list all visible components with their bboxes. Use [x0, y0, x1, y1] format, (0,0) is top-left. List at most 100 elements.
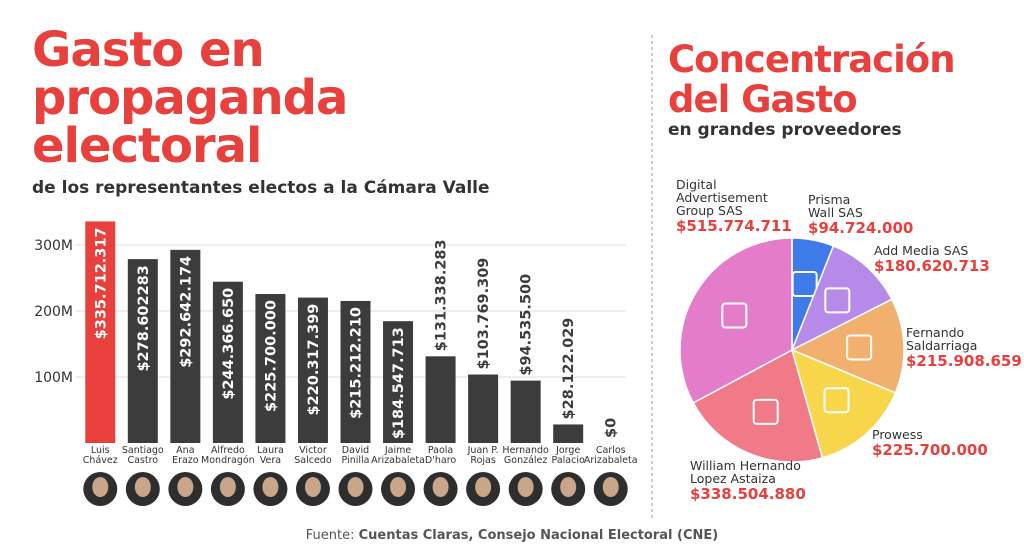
bar — [468, 374, 499, 443]
x-tick-label: Paola D'haro — [424, 445, 457, 466]
pie-label: Fernando Saldarriaga $215.908.659 — [906, 326, 1022, 370]
bar — [510, 380, 541, 443]
photo-face — [475, 477, 492, 497]
bar-title: Gasto en propaganda electoral — [32, 22, 348, 174]
value-label: $215.212.210 — [349, 307, 365, 419]
pie-slice — [692, 348, 824, 463]
x-tick-label: Jaime Arizabaleta — [371, 445, 425, 466]
value-label-group: $292.642.174 — [178, 256, 194, 368]
source-text: Cuentas Claras, Consejo Nacional Elector… — [358, 528, 719, 543]
slice-name: William Hernando Lopez Astaiza — [690, 458, 801, 486]
slice-name: Fernando Saldarriaga — [906, 325, 978, 353]
pie-label: Prowess $225.700.000 — [872, 428, 988, 459]
pie-label: William Hernando Lopez Astaiza $338.504.8… — [690, 459, 806, 503]
bar — [255, 294, 286, 443]
x-tick-label: Hernando González — [502, 445, 549, 466]
value-label-group: $278.602283 — [136, 265, 152, 371]
slice-value: $180.620.713 — [874, 257, 990, 275]
slice-value: $215.908.659 — [906, 352, 1022, 370]
x-tick-label: Santiago Castro — [121, 445, 164, 466]
photo-face — [560, 477, 577, 497]
bar — [212, 281, 243, 443]
slice-icon — [824, 287, 851, 314]
value-label: $244.366.650 — [221, 288, 237, 400]
slice-name: Add Media SAS — [874, 243, 969, 258]
source-prefix: Fuente: — [305, 528, 355, 543]
photo-face — [134, 477, 151, 497]
value-label-group: $184.547.713 — [391, 327, 407, 439]
photo-face — [304, 477, 321, 497]
slice-value: $338.504.880 — [690, 485, 806, 503]
slice-icon — [846, 334, 873, 361]
bar — [170, 249, 201, 443]
photo-face — [92, 477, 109, 497]
value-label-group: $94.535.500 — [519, 274, 535, 376]
slice-value: $515.774.711 — [676, 217, 792, 235]
value-label: $94.535.500 — [519, 274, 535, 376]
pie-subtitle: en grandes proveedores — [668, 120, 902, 140]
photo-face — [262, 477, 279, 497]
x-tick-label: Luis Chávez — [82, 445, 118, 466]
value-label-group: $225.700.000 — [263, 300, 279, 412]
bar — [297, 297, 328, 443]
value-label-group: $131.338.283 — [434, 239, 450, 351]
value-label-group: $0 — [604, 418, 620, 438]
bar — [85, 221, 116, 443]
value-label: $225.700.000 — [263, 300, 279, 412]
slice-name: Prowess — [872, 427, 923, 442]
pie-slice — [679, 237, 793, 404]
value-label: $131.338.283 — [434, 239, 450, 351]
y-tick-label: 200M — [34, 304, 73, 320]
y-tick-label: 300M — [34, 238, 73, 254]
slice-value: $94.724.000 — [808, 219, 914, 237]
pie-label: Prisma Wall SAS $94.724.000 — [808, 193, 913, 237]
pie-label: Add Media SAS $180.620.713 — [874, 244, 990, 275]
x-tick-label: Jorge Palacio — [551, 445, 585, 466]
x-tick-label: Ana Erazo — [172, 445, 199, 466]
value-label-group: $28.122.029 — [561, 318, 577, 420]
bar — [383, 321, 414, 443]
value-label: $292.642.174 — [178, 256, 194, 368]
value-label-group: $220.317.399 — [306, 304, 322, 416]
bar — [340, 300, 371, 443]
value-label-group: $335.712.317 — [93, 227, 109, 339]
slice-name: Prisma Wall SAS — [808, 192, 863, 220]
value-label-group: $215.212.210 — [349, 307, 365, 419]
value-label-group: $103.769.309 — [476, 258, 492, 370]
value-label: $28.122.029 — [561, 318, 577, 420]
source: Fuente: Cuentas Claras, Consejo Nacional… — [0, 528, 1024, 543]
photo-face — [390, 477, 407, 497]
pie-title: Concentración del Gasto — [668, 38, 956, 121]
slice-name: Digital Advertisement Group SAS — [676, 177, 768, 218]
value-label: $103.769.309 — [476, 258, 492, 370]
x-tick-label: David Pinilla — [341, 445, 370, 466]
bar — [127, 259, 158, 443]
bar — [425, 356, 456, 443]
photo-face — [432, 477, 449, 497]
value-label: $335.712.317 — [93, 227, 109, 339]
value-label: $184.547.713 — [391, 327, 407, 439]
value-label: $0 — [604, 418, 620, 438]
photo-face — [219, 477, 236, 497]
slice-icon — [823, 387, 850, 414]
pie-slice — [790, 244, 893, 352]
x-tick-label: Alfredo Mondragón — [201, 445, 255, 466]
value-label-group: $244.366.650 — [221, 288, 237, 400]
photo-face — [602, 477, 619, 497]
x-tick-label: Carlos Arizabaleta — [583, 445, 638, 466]
slice-value: $225.700.000 — [872, 441, 988, 459]
y-tick-label: 100M — [34, 370, 73, 386]
pie-label: Digital Advertisement Group SAS $515.774.… — [676, 178, 792, 235]
x-tick-label: Victor Salcedo — [294, 445, 332, 466]
photo-face — [177, 477, 194, 497]
photo-face — [347, 477, 364, 497]
value-label: $278.602283 — [136, 265, 152, 371]
bar-subtitle: de los representantes electos a la Cámar… — [32, 178, 490, 198]
photo-face — [517, 477, 534, 497]
pie-slice — [790, 348, 897, 459]
bar — [553, 424, 584, 443]
x-tick-label: Laura Vera — [256, 445, 284, 466]
x-tick-label: Juan P. Rojas — [467, 445, 499, 466]
